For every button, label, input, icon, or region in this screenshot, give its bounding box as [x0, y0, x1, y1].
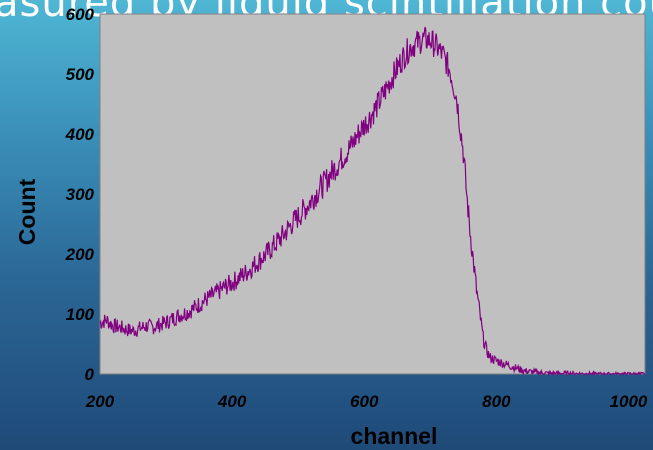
y-tick-label: 500: [66, 65, 95, 84]
y-tick-label: 400: [65, 125, 95, 144]
series-line: [99, 26, 645, 377]
y-tick-label: 100: [66, 305, 95, 324]
x-tick-label: 600: [350, 392, 379, 411]
y-tick-label: 200: [65, 245, 95, 264]
y-tick-label: 0: [85, 365, 95, 384]
x-tick-label: 400: [217, 392, 247, 411]
x-axis-title: channel: [351, 423, 438, 449]
x-tick-label: 200: [85, 392, 115, 411]
y-axis-title: Count: [14, 178, 40, 245]
y-tick-label: 600: [66, 5, 95, 24]
y-tick-label: 300: [66, 185, 95, 204]
x-tick-label: 1000: [610, 392, 648, 411]
x-tick-label: 800: [482, 392, 511, 411]
